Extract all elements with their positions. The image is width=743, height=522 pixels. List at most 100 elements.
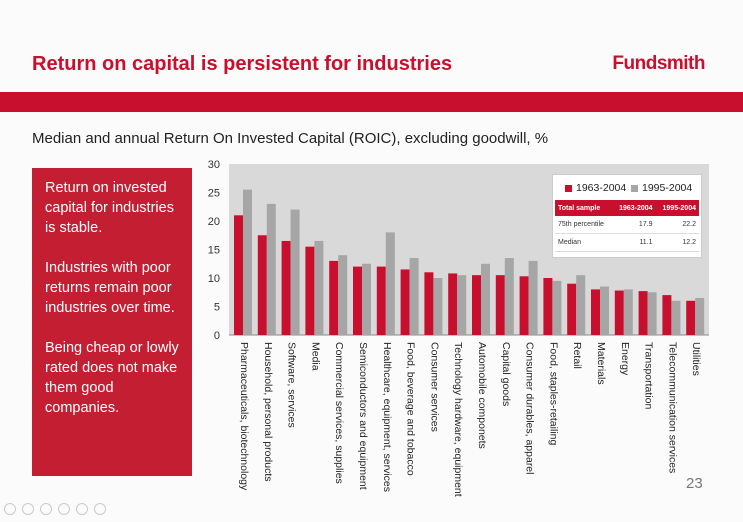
- zoom-icon[interactable]: [76, 503, 88, 515]
- bar-series1: [257, 235, 267, 335]
- bar-series2: [409, 258, 419, 335]
- table-cell: 11.1: [612, 233, 656, 252]
- title-divider-band: [0, 92, 743, 112]
- bar-series2: [576, 275, 586, 335]
- bar-series1: [495, 275, 505, 335]
- key-points-box: Return on invested capital for industrie…: [32, 168, 192, 476]
- legend-swatch: [631, 184, 638, 192]
- slide-title: Return on capital is persistent for indu…: [32, 53, 453, 75]
- legend-box: 1963-2004 1995-2004 Total sample 1963-20…: [552, 174, 702, 258]
- bar-series2: [552, 280, 562, 335]
- bar-series1: [353, 266, 362, 335]
- bar-series2: [623, 289, 633, 335]
- x-tick-label: Healthcare, equipment, services: [381, 342, 393, 492]
- bar-series2: [266, 203, 276, 335]
- x-tick-label: Transportation: [643, 342, 655, 409]
- bar-series1: [448, 273, 458, 335]
- x-tick-label: Food, beverage and tobacco: [405, 342, 417, 476]
- slides-overview-icon[interactable]: [58, 503, 70, 515]
- x-tick-label: Food, staples-retailing: [547, 342, 559, 445]
- x-tick-label: Household, personal products: [262, 342, 274, 482]
- bar-series2: [338, 255, 348, 335]
- bar-series1: [686, 300, 696, 335]
- bar-series1: [591, 289, 600, 335]
- x-tick-label: Energy: [619, 342, 631, 376]
- bar-series1: [472, 275, 481, 335]
- x-tick-label: Materials: [595, 342, 607, 385]
- bar-series2: [457, 275, 467, 335]
- next-slide-icon[interactable]: [22, 503, 34, 515]
- x-tick-label: Automobile componets: [476, 342, 488, 449]
- table-header-row: Total sample 1963-2004 1995-2004: [555, 200, 699, 216]
- table-header: 1995-2004: [655, 200, 699, 216]
- x-tick-label: Technology hardware, equipment: [452, 342, 464, 497]
- legend-label: 1963-2004: [576, 182, 627, 194]
- table-header: 1963-2004: [612, 200, 656, 216]
- bar-series2: [647, 292, 657, 335]
- bar-series1: [567, 283, 577, 335]
- bar-series2: [385, 232, 395, 335]
- y-tick-label: 0: [214, 330, 220, 342]
- pen-icon[interactable]: [40, 503, 52, 515]
- chart-subtitle: Median and annual Return On Invested Cap…: [32, 130, 549, 147]
- y-tick-label: 10: [208, 273, 220, 285]
- bar-series1: [543, 278, 553, 335]
- legend-swatch: [565, 184, 572, 192]
- bar-series2: [671, 300, 681, 335]
- y-tick-label: 30: [208, 159, 220, 171]
- x-tick-label: Consumer durables, apparel: [524, 342, 536, 475]
- legend-item-series2: 1995-2004: [631, 182, 692, 194]
- y-tick-label: 20: [208, 216, 220, 228]
- summary-table: Total sample 1963-2004 1995-2004 75th pe…: [555, 200, 699, 252]
- x-tick-label: Retail: [571, 342, 583, 369]
- table-cell: Median: [555, 233, 613, 252]
- y-tick-label: 15: [208, 245, 220, 257]
- bar-series1: [234, 215, 243, 335]
- bar-series2: [433, 278, 443, 335]
- x-tick-label: Pharmaceuticals, biotechnology: [238, 342, 250, 491]
- bar-series2: [314, 240, 324, 335]
- y-tick-label: 25: [208, 188, 220, 200]
- table-cell: 75th percentile: [555, 216, 613, 234]
- table-row: Median 11.1 12.2: [555, 233, 699, 252]
- bar-series2: [528, 260, 538, 335]
- page-number: 23: [686, 475, 703, 492]
- bar-series1: [376, 266, 386, 335]
- bar-series2: [362, 263, 371, 335]
- table-row: 75th percentile 17.9 22.2: [555, 216, 699, 234]
- bar-series1: [662, 295, 672, 335]
- x-tick-label: Semiconductors and equipment: [357, 342, 369, 490]
- brand-logo: Fundsmith: [612, 53, 705, 74]
- key-point: Industries with poor returns remain poor…: [45, 260, 175, 316]
- bar-series1: [281, 240, 291, 335]
- x-tick-label: Media: [309, 342, 321, 371]
- bar-series2: [290, 209, 300, 335]
- bar-series1: [329, 260, 339, 335]
- bar-series1: [638, 291, 648, 335]
- legend-label: 1995-2004: [642, 182, 693, 194]
- table-cell: 12.2: [655, 233, 699, 252]
- bar-series1: [400, 269, 410, 335]
- presentation-toolbar: [4, 503, 106, 515]
- x-tick-label: Utilities: [690, 342, 702, 376]
- bar-series2: [695, 297, 705, 335]
- x-tick-label: Consumer services: [428, 342, 440, 432]
- bar-series1: [424, 272, 434, 335]
- bar-series2: [600, 286, 609, 335]
- table-header: Total sample: [555, 200, 613, 216]
- bar-series2: [504, 258, 514, 335]
- y-tick-label: 5: [214, 302, 220, 314]
- legend-item-series1: 1963-2004: [565, 182, 626, 194]
- table-cell: 17.9: [612, 216, 656, 234]
- x-tick-label: Commercial services, supplies: [333, 342, 345, 484]
- bar-series1: [305, 246, 315, 335]
- key-point: Being cheap or lowly rated does not make…: [45, 340, 179, 416]
- previous-slide-icon[interactable]: [4, 503, 16, 515]
- more-options-icon[interactable]: [94, 503, 106, 515]
- bar-series1: [614, 290, 624, 335]
- bar-series2: [481, 263, 490, 335]
- x-tick-label: Software, services: [286, 342, 298, 428]
- bar-series1: [519, 276, 529, 335]
